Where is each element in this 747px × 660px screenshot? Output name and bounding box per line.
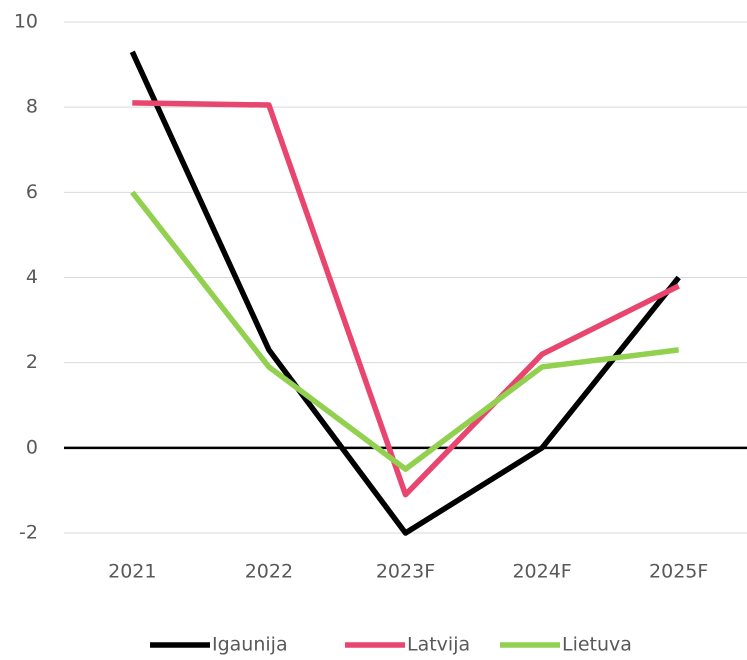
legend-label: Igaunija bbox=[212, 634, 288, 656]
series-line bbox=[130, 190, 680, 472]
series-line bbox=[132, 100, 680, 498]
legend-label: Lietuva bbox=[562, 634, 632, 656]
y-tick-label: 2 bbox=[26, 351, 38, 373]
series-line bbox=[129, 50, 681, 536]
legend-label: Latvija bbox=[407, 634, 470, 656]
x-tick-label: 2024F bbox=[512, 561, 571, 583]
x-tick-label: 2022 bbox=[245, 561, 293, 583]
x-tick-label: 2021 bbox=[108, 561, 156, 583]
y-tick-label: 8 bbox=[26, 96, 38, 118]
y-tick-label: 4 bbox=[26, 266, 38, 288]
y-tick-label: 0 bbox=[26, 436, 38, 458]
y-tick-label: 6 bbox=[26, 181, 38, 203]
y-tick-label: -2 bbox=[19, 522, 38, 544]
y-tick-label: 10 bbox=[14, 11, 38, 33]
x-tick-label: 2025F bbox=[649, 561, 708, 583]
x-tick-label: 2023F bbox=[376, 561, 435, 583]
